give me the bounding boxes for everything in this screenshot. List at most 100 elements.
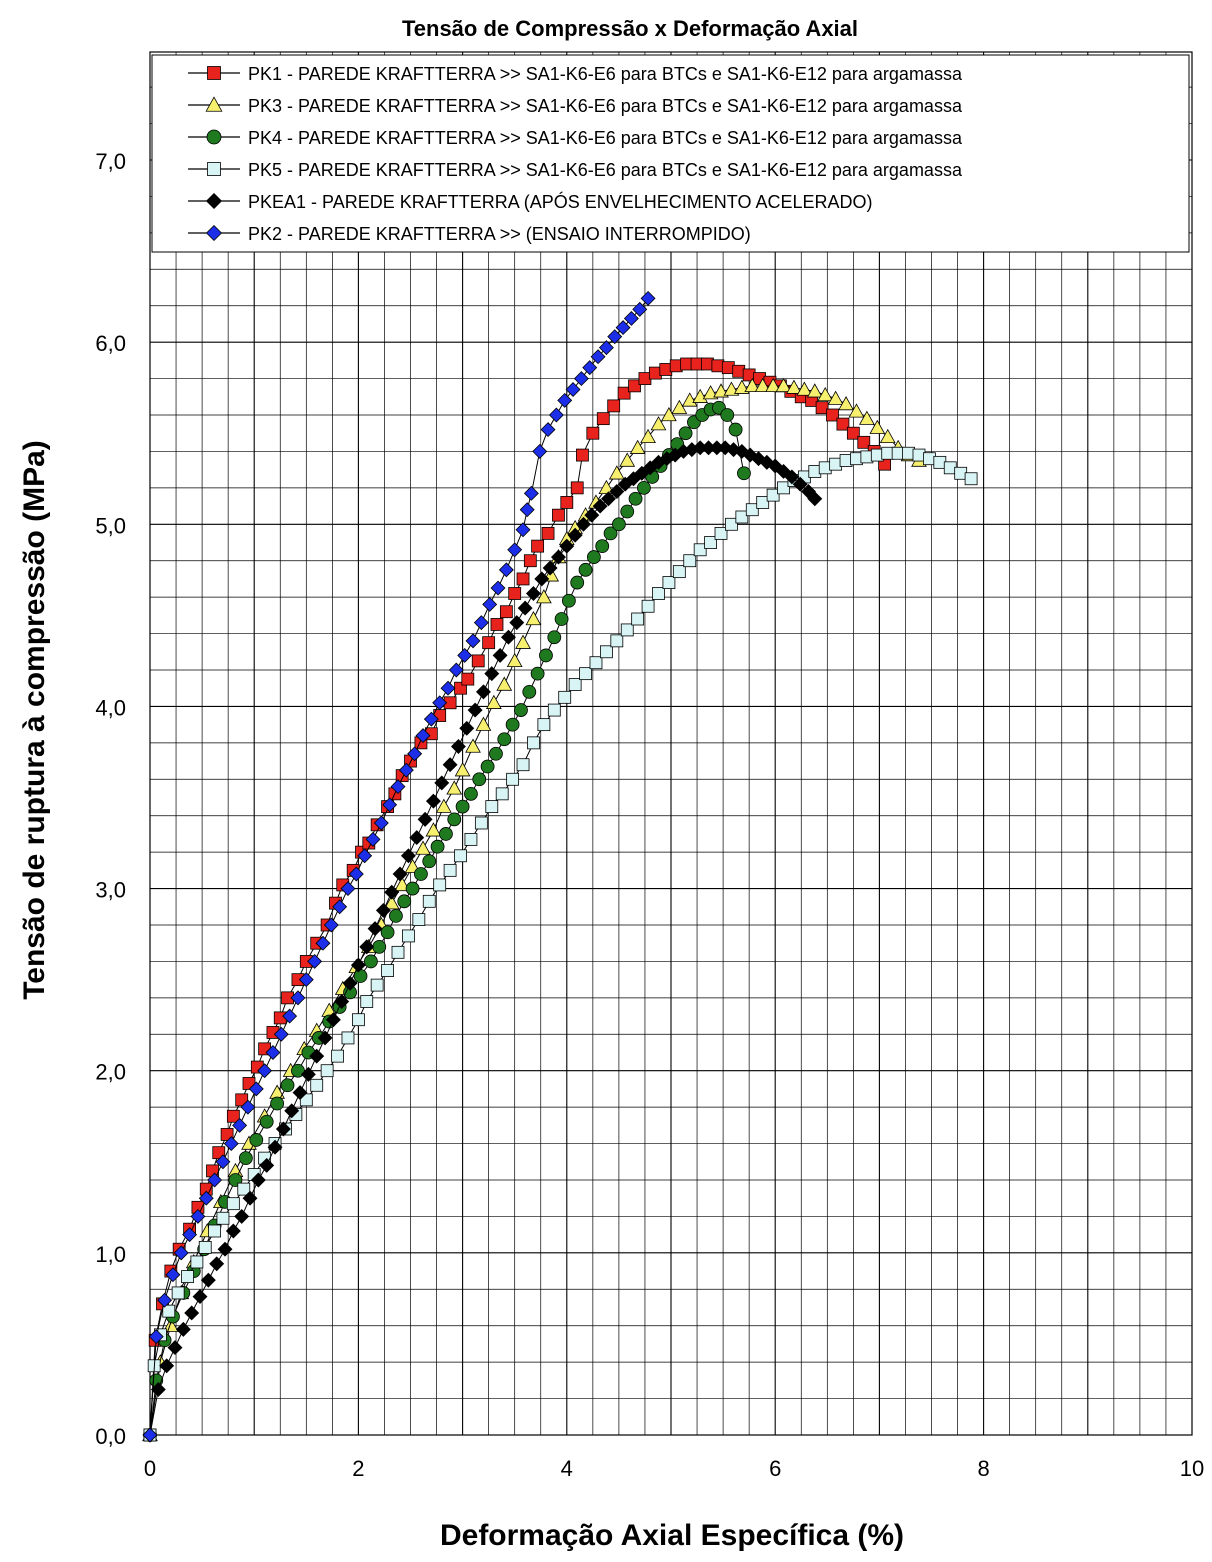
data-point bbox=[584, 507, 600, 523]
data-point bbox=[523, 554, 537, 568]
data-point bbox=[391, 945, 405, 959]
data-point bbox=[240, 1099, 256, 1115]
data-point bbox=[586, 550, 601, 564]
data-point bbox=[725, 517, 738, 531]
data-point bbox=[389, 908, 403, 923]
data-point bbox=[578, 562, 593, 577]
data-point bbox=[534, 571, 550, 587]
data-point bbox=[552, 508, 565, 522]
data-point bbox=[217, 1241, 233, 1257]
data-point bbox=[693, 543, 707, 557]
data-point bbox=[234, 1208, 250, 1224]
data-point bbox=[586, 426, 600, 440]
data-point bbox=[267, 1139, 283, 1155]
data-point bbox=[547, 703, 561, 717]
data-point bbox=[681, 392, 698, 407]
data-point bbox=[394, 876, 411, 892]
data-point bbox=[275, 1121, 291, 1137]
data-point bbox=[414, 867, 428, 881]
data-point bbox=[786, 379, 802, 394]
data-point bbox=[259, 1114, 274, 1129]
data-point bbox=[637, 480, 651, 495]
x-tick-label: 8 bbox=[977, 1456, 989, 1481]
data-point bbox=[608, 465, 625, 480]
data-point bbox=[672, 565, 686, 579]
y-tick-label: 0,0 bbox=[95, 1424, 126, 1449]
data-point bbox=[506, 772, 520, 786]
legend-label: PK5 - PAREDE KRAFTTERRA >> SA1-K6-E6 par… bbox=[248, 160, 963, 180]
data-point bbox=[350, 957, 366, 973]
data-point bbox=[235, 1093, 249, 1107]
y-tick-label: 3,0 bbox=[95, 878, 126, 903]
data-point bbox=[560, 496, 574, 509]
data-point bbox=[629, 439, 646, 454]
data-point bbox=[514, 703, 528, 717]
data-point bbox=[270, 1096, 285, 1111]
data-point bbox=[582, 360, 598, 376]
data-point bbox=[728, 422, 743, 437]
data-point bbox=[292, 1085, 308, 1101]
data-point bbox=[422, 854, 437, 869]
data-point bbox=[259, 1157, 275, 1173]
y-tick-label: 5,0 bbox=[95, 513, 126, 538]
data-point bbox=[497, 732, 512, 747]
data-point bbox=[475, 684, 491, 700]
data-point bbox=[535, 589, 552, 604]
data-point bbox=[475, 716, 492, 731]
data-point bbox=[315, 935, 331, 951]
data-point bbox=[766, 488, 780, 502]
data-point bbox=[754, 377, 771, 393]
series-5 bbox=[142, 440, 823, 1443]
data-point bbox=[532, 443, 548, 459]
data-point bbox=[517, 600, 533, 616]
data-point bbox=[735, 510, 749, 524]
data-point bbox=[484, 666, 500, 682]
data-point bbox=[190, 1255, 204, 1269]
data-point bbox=[447, 812, 462, 827]
data-point bbox=[238, 1151, 253, 1166]
data-point bbox=[298, 972, 314, 988]
legend-label: PK3 - PAREDE KRAFTTERRA >> SA1-K6-E6 par… bbox=[248, 96, 963, 116]
data-point bbox=[367, 921, 383, 937]
data-point bbox=[745, 503, 759, 517]
data-point bbox=[415, 840, 431, 855]
data-point bbox=[485, 800, 499, 814]
data-point bbox=[848, 403, 865, 418]
data-point bbox=[435, 798, 452, 813]
data-point bbox=[576, 516, 591, 532]
legend-label: PK4 - PAREDE KRAFTTERRA >> SA1-K6-E6 par… bbox=[248, 128, 963, 148]
data-point bbox=[595, 539, 610, 554]
data-point bbox=[373, 815, 389, 831]
data-point bbox=[341, 1031, 355, 1045]
data-point bbox=[370, 978, 384, 992]
data-point bbox=[500, 629, 516, 645]
data-point bbox=[159, 1358, 175, 1374]
data-point bbox=[661, 406, 677, 422]
data-point bbox=[568, 678, 582, 691]
data-point bbox=[422, 894, 436, 908]
data-point bbox=[162, 1317, 179, 1332]
data-point bbox=[857, 435, 871, 449]
data-point bbox=[557, 392, 573, 408]
legend-marker bbox=[206, 129, 222, 145]
data-point bbox=[454, 849, 467, 863]
data-point bbox=[398, 762, 414, 778]
data-point bbox=[150, 1381, 166, 1397]
chart-title: Tensão de Compressão x Deformação Axial bbox=[402, 16, 858, 41]
data-point bbox=[237, 1182, 251, 1196]
data-point bbox=[402, 929, 415, 943]
data-point bbox=[777, 481, 790, 495]
data-point bbox=[859, 410, 875, 425]
data-point bbox=[482, 596, 498, 612]
data-point bbox=[359, 939, 375, 955]
data-point bbox=[332, 899, 348, 915]
data-point bbox=[442, 757, 458, 773]
data-point bbox=[619, 452, 636, 467]
data-point bbox=[284, 1103, 300, 1119]
data-point bbox=[242, 1190, 258, 1206]
data-point bbox=[632, 301, 648, 317]
data-point bbox=[382, 797, 398, 813]
data-point bbox=[509, 615, 525, 631]
data-point bbox=[450, 739, 466, 754]
data-point bbox=[662, 576, 676, 589]
